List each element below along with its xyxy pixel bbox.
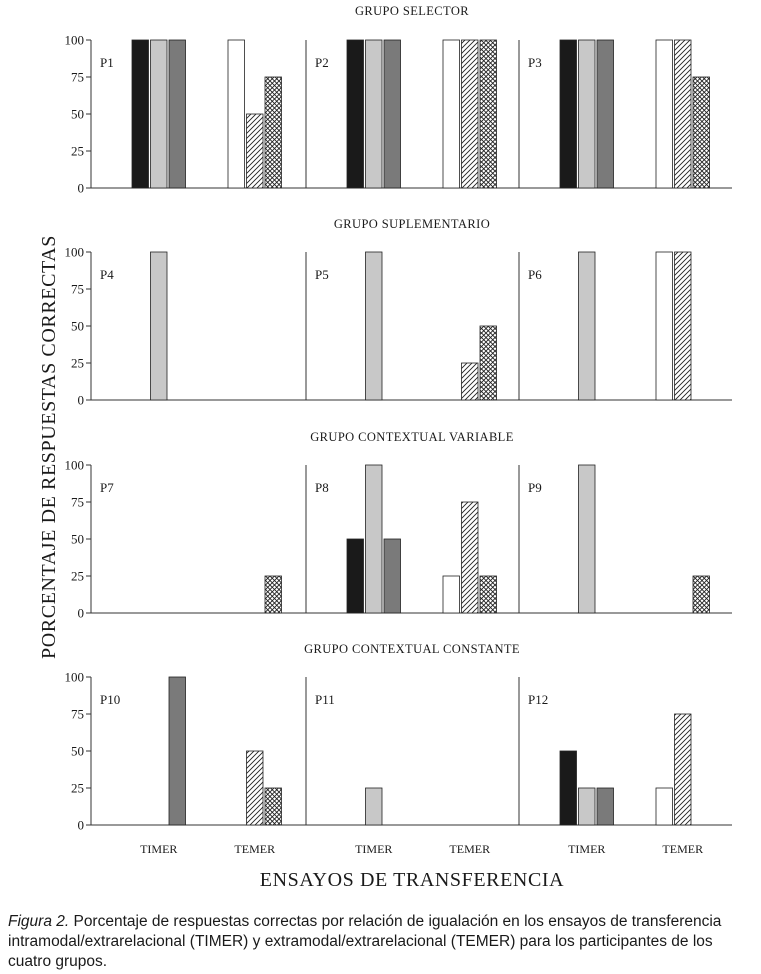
participant-label-P4: P4 — [100, 267, 114, 282]
bar-P8-timer-2 — [365, 464, 383, 614]
y-tick-label-4-50: 50 — [71, 744, 84, 759]
participant-label-P1: P1 — [100, 55, 114, 70]
bar-P2-temer-1 — [442, 39, 460, 189]
bar-P6-temer-1 — [655, 251, 673, 401]
participant-label-P12: P12 — [528, 692, 548, 707]
y-tick-label-2-0: 0 — [78, 393, 85, 408]
participant-label-P5: P5 — [315, 267, 329, 282]
bar-P3-temer-1 — [655, 39, 673, 189]
bar-P1-timer-2 — [150, 39, 168, 189]
y-tick-label-1-75: 75 — [71, 70, 84, 85]
bar-P5-timer-2 — [365, 251, 383, 401]
bar-P1-timer-1 — [131, 39, 149, 189]
bar-P5-temer-3 — [479, 325, 497, 401]
y-tick-label-1-0: 0 — [78, 181, 85, 196]
x-tick-label-2-temer: TEMER — [449, 842, 490, 856]
bar-P12-temer-2 — [674, 713, 692, 826]
bar-P7-temer-3 — [264, 575, 282, 614]
y-tick-label-3-100: 100 — [65, 458, 85, 473]
y-tick-label-2-100: 100 — [65, 245, 85, 260]
y-tick-label-1-50: 50 — [71, 107, 84, 122]
y-tick-label-3-75: 75 — [71, 495, 84, 510]
bar-P2-temer-3 — [479, 39, 497, 189]
group-title-1: GRUPO SELECTOR — [355, 4, 469, 18]
participant-label-P3: P3 — [528, 55, 542, 70]
bar-P2-timer-3 — [383, 39, 401, 189]
bar-P8-temer-3 — [479, 575, 497, 614]
bar-P8-temer-1 — [442, 575, 460, 614]
bar-P12-timer-3 — [596, 787, 614, 826]
bar-P6-timer-2 — [578, 251, 596, 401]
bar-P2-timer-2 — [365, 39, 383, 189]
participant-label-P11: P11 — [315, 692, 335, 707]
figure-caption: Figura 2. Porcentaje de respuestas corre… — [8, 912, 756, 972]
participant-label-P6: P6 — [528, 267, 542, 282]
y-tick-label-3-25: 25 — [71, 569, 84, 584]
bar-P12-timer-2 — [578, 787, 596, 826]
y-tick-label-4-100: 100 — [65, 670, 85, 685]
bar-P1-temer-2 — [246, 113, 264, 189]
bar-P10-temer-2 — [246, 750, 264, 826]
bar-P11-timer-2 — [365, 787, 383, 826]
y-tick-label-4-75: 75 — [71, 707, 84, 722]
x-tick-label-3-temer: TEMER — [662, 842, 703, 856]
y-tick-label-4-25: 25 — [71, 781, 84, 796]
y-axis-title: PORCENTAJE DE RESPUESTAS CORRECTAS — [38, 235, 60, 659]
caption-text: Porcentaje de respuestas correctas por r… — [8, 913, 722, 970]
bar-P8-timer-3 — [383, 538, 401, 614]
group-title-2: GRUPO SUPLEMENTARIO — [334, 217, 490, 231]
bar-P3-temer-3 — [692, 76, 710, 189]
participant-label-P10: P10 — [100, 692, 120, 707]
bar-P4-timer-2 — [150, 251, 168, 401]
group-title-3: GRUPO CONTEXTUAL VARIABLE — [310, 430, 514, 444]
bar-P2-temer-2 — [461, 39, 479, 189]
grouped-bar-chart: GRUPO SELECTOR 0 25 50 75 100 P1 P2 P3 GRUPO SUPL… — [38, 4, 732, 891]
participant-label-P2: P2 — [315, 55, 329, 70]
bar-P3-timer-2 — [578, 39, 596, 189]
bar-P12-timer-1 — [559, 750, 577, 826]
bar-P5-temer-2 — [461, 362, 479, 401]
bar-P1-temer-3 — [264, 76, 282, 189]
bar-P6-temer-2 — [674, 251, 692, 401]
bar-P12-temer-1 — [655, 787, 673, 826]
bar-P3-timer-1 — [559, 39, 577, 189]
y-tick-label-3-50: 50 — [71, 532, 84, 547]
x-tick-label-1-temer: TEMER — [234, 842, 275, 856]
bar-P8-timer-1 — [346, 538, 364, 614]
y-tick-label-2-50: 50 — [71, 319, 84, 334]
bar-P2-timer-1 — [346, 39, 364, 189]
y-tick-label-4-0: 0 — [78, 818, 85, 833]
bar-P1-timer-3 — [168, 39, 186, 189]
bar-P9-timer-2 — [578, 464, 596, 614]
bar-P10-timer-3 — [168, 676, 186, 826]
figure-label: Figura 2. — [8, 913, 70, 930]
y-tick-label-2-25: 25 — [71, 356, 84, 371]
group-title-4: GRUPO CONTEXTUAL CONSTANTE — [304, 642, 520, 656]
bar-P1-temer-1 — [227, 39, 245, 189]
participant-label-P8: P8 — [315, 480, 329, 495]
y-tick-label-2-75: 75 — [71, 282, 84, 297]
participant-label-P9: P9 — [528, 480, 542, 495]
bar-P9-temer-3 — [692, 575, 710, 614]
y-tick-label-1-25: 25 — [71, 144, 84, 159]
bar-P3-temer-2 — [674, 39, 692, 189]
x-tick-label-3-timer: TIMER — [568, 842, 605, 856]
bar-P10-temer-3 — [264, 787, 282, 826]
participant-label-P7: P7 — [100, 480, 114, 495]
bar-P3-timer-3 — [596, 39, 614, 189]
x-axis-title: ENSAYOS DE TRANSFERENCIA — [260, 869, 564, 891]
y-tick-label-3-0: 0 — [78, 606, 85, 621]
x-tick-label-2-timer: TIMER — [355, 842, 392, 856]
bar-P8-temer-2 — [461, 501, 479, 614]
x-tick-label-1-timer: TIMER — [140, 842, 177, 856]
y-tick-label-1-100: 100 — [65, 33, 85, 48]
